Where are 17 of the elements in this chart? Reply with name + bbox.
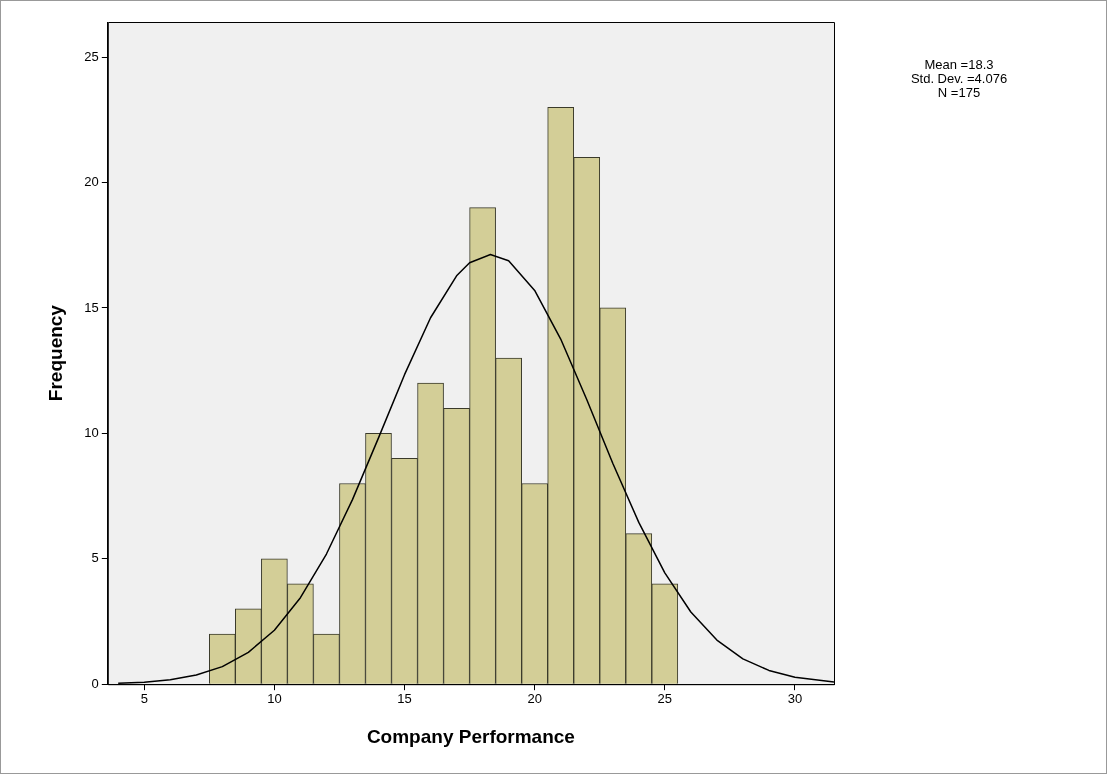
x-tick-label: 5 [140,691,148,707]
x-tick-label: 20 [527,691,542,707]
x-tick-label: 10 [267,691,282,707]
text: N =175 [937,85,981,101]
y-tick-label: 10 [84,424,99,440]
text: Std. Dev. =4.076 [910,71,1008,87]
y-tick-label: 20 [84,174,99,190]
y-tick-label: 25 [84,48,99,64]
y-tick-label: 5 [91,550,99,566]
y-tick-label: 0 [91,675,99,691]
x-axis-title: Company Performance [366,725,575,747]
y-axis-title: Frequency [44,304,66,402]
text: Mean =18.3 [924,57,994,73]
y-tick-label: 15 [84,299,99,315]
x-tick-label: 30 [787,691,803,707]
x-tick-label: 25 [657,691,673,707]
x-tick-label: 15 [397,691,412,707]
